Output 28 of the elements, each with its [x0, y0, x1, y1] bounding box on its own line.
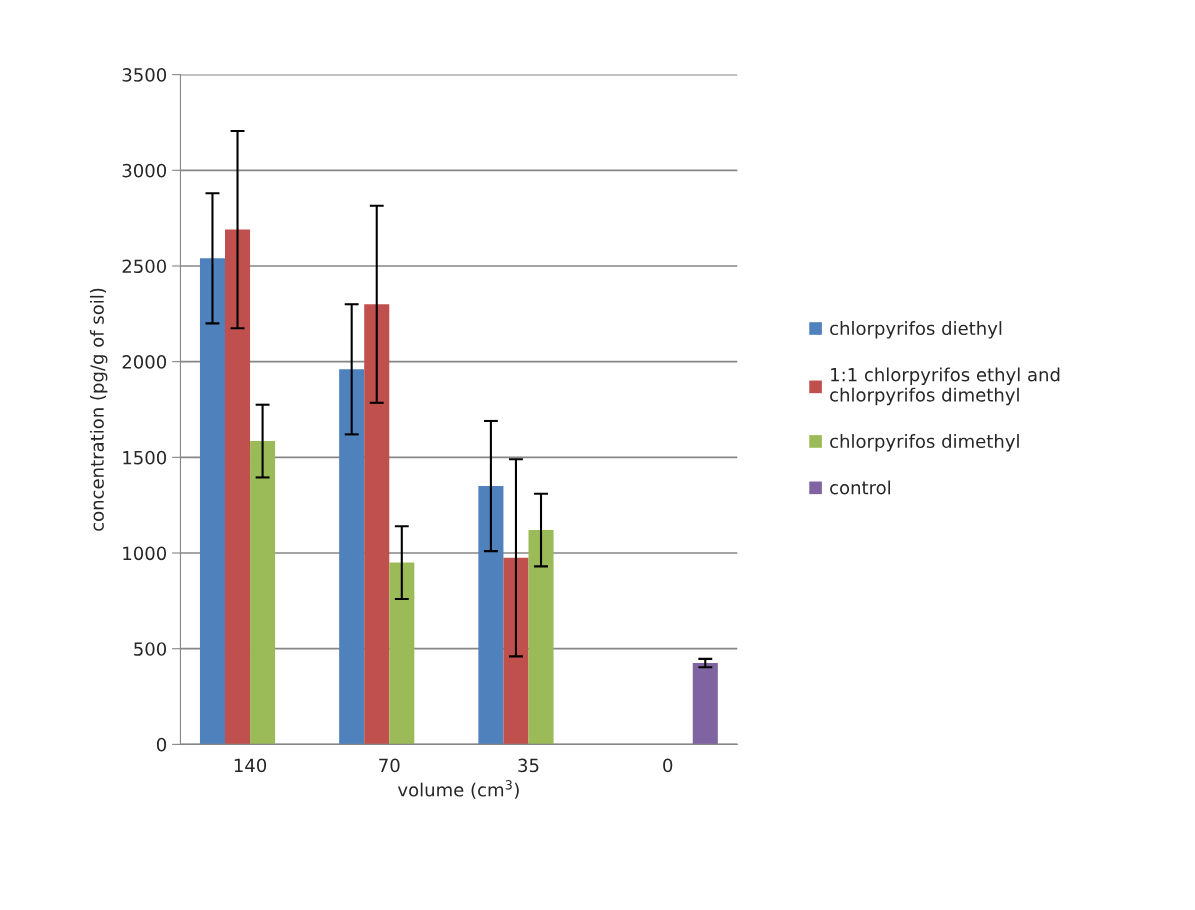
bar: [339, 369, 365, 745]
y-tick-label: 500: [134, 642, 167, 656]
bar: [389, 562, 415, 745]
legend-label: control: [830, 480, 890, 495]
bar: [692, 663, 718, 745]
bar: [364, 304, 390, 745]
y-tick-label: 3500: [122, 68, 167, 82]
x-tick-label: 140: [234, 758, 267, 773]
y-tick-label: 1000: [123, 546, 167, 561]
legend-label: chlorpyrifos dimethyl: [830, 434, 1019, 452]
y-tick-label: 1500: [123, 450, 167, 465]
bar: [199, 258, 225, 745]
y-tick-label: 3000: [122, 163, 167, 178]
bar: [503, 557, 529, 745]
x-tick-label: 0: [663, 758, 673, 773]
legend-label: 1:1 chlorpyrifos ethyl and chlorpyrifos dimethyl: [830, 367, 1060, 406]
legend-label: chlorpyrifos diethyl: [830, 321, 1002, 339]
x-axis-title: volume (cm$^{3}$): [397, 780, 519, 799]
x-tick-label: 70: [379, 758, 400, 773]
bar: [250, 441, 276, 745]
y-tick-label: 2000: [122, 355, 167, 369]
y-tick-label: 2500: [122, 259, 167, 274]
bar: [224, 229, 251, 745]
bar: [528, 530, 554, 745]
y-axis-title: concentration (pg/g of soil): [89, 288, 108, 531]
x-tick-label: 35: [518, 758, 539, 773]
y-tick-label: 0: [156, 737, 167, 752]
bar: [478, 486, 504, 745]
